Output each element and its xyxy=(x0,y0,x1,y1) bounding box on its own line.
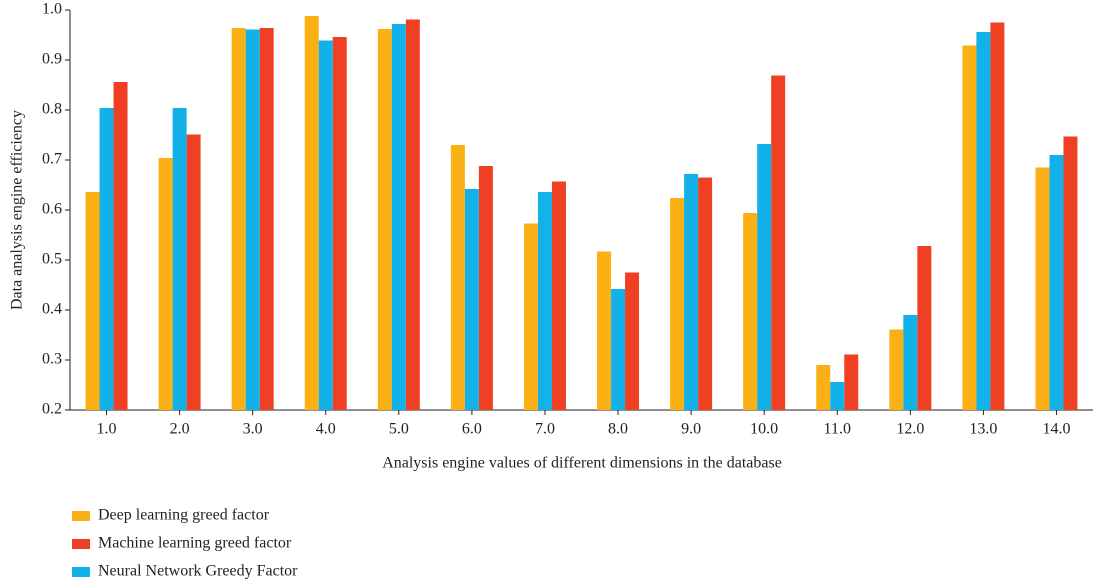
bar xyxy=(377,29,392,410)
legend-label: Neural Network Greedy Factor xyxy=(98,563,298,580)
bar xyxy=(976,32,991,410)
bar xyxy=(464,189,479,410)
y-tick-label: 0.8 xyxy=(42,101,62,118)
bar xyxy=(186,134,201,410)
bar xyxy=(698,177,713,410)
x-tick-label: 6.0 xyxy=(462,421,482,438)
bar xyxy=(757,144,772,410)
bar xyxy=(113,82,128,410)
bar xyxy=(670,198,685,410)
bar xyxy=(889,329,904,410)
legend-swatch xyxy=(72,511,90,521)
bar xyxy=(990,22,1005,410)
bar xyxy=(1035,167,1050,410)
bar xyxy=(551,181,566,410)
bar xyxy=(85,192,100,410)
x-tick-label: 4.0 xyxy=(316,421,336,438)
bar xyxy=(405,19,420,410)
x-tick-label: 3.0 xyxy=(243,421,263,438)
x-axis-title: Analysis engine values of different dime… xyxy=(382,455,782,472)
bar xyxy=(917,246,932,410)
bar xyxy=(99,108,114,410)
y-tick-label: 0.4 xyxy=(42,301,62,318)
x-tick-label: 11.0 xyxy=(824,421,851,438)
bar xyxy=(318,40,333,410)
bar xyxy=(304,16,319,410)
x-tick-label: 1.0 xyxy=(97,421,117,438)
bar xyxy=(1049,155,1064,410)
bar xyxy=(332,37,347,410)
bar xyxy=(537,192,552,410)
bar xyxy=(158,158,173,410)
x-tick-label: 7.0 xyxy=(535,421,555,438)
y-tick-label: 0.7 xyxy=(42,151,62,168)
bar xyxy=(903,315,918,410)
y-tick-label: 0.9 xyxy=(42,51,62,68)
bar xyxy=(962,45,977,410)
y-tick-label: 0.3 xyxy=(42,351,62,368)
bar xyxy=(231,28,246,410)
x-tick-label: 13.0 xyxy=(969,421,997,438)
legend-swatch xyxy=(72,567,90,577)
bar xyxy=(625,272,640,410)
bar xyxy=(450,145,465,410)
bar xyxy=(611,289,626,410)
bar xyxy=(478,166,493,410)
x-tick-label: 12.0 xyxy=(896,421,924,438)
bar xyxy=(259,28,274,410)
x-tick-label: 14.0 xyxy=(1042,421,1070,438)
bar xyxy=(597,251,612,410)
bar xyxy=(816,365,831,410)
legend-label: Machine learning greed factor xyxy=(98,535,292,552)
bar xyxy=(245,29,260,410)
bar xyxy=(684,174,699,410)
y-axis-title: Data analysis engine efficiency xyxy=(9,110,26,310)
x-tick-label: 8.0 xyxy=(608,421,628,438)
x-tick-label: 2.0 xyxy=(170,421,190,438)
bar xyxy=(830,382,845,410)
bar xyxy=(391,24,406,410)
bar xyxy=(771,75,786,410)
bar xyxy=(172,108,187,410)
bar xyxy=(844,354,859,410)
y-tick-label: 1.0 xyxy=(42,1,62,18)
legend-swatch xyxy=(72,539,90,549)
x-tick-label: 10.0 xyxy=(750,421,778,438)
bar xyxy=(1063,136,1078,410)
bar xyxy=(743,213,758,410)
y-tick-label: 0.2 xyxy=(42,401,62,418)
legend-label: Deep learning greed factor xyxy=(98,507,270,524)
bar xyxy=(523,223,538,410)
y-tick-label: 0.6 xyxy=(42,201,62,218)
x-tick-label: 9.0 xyxy=(681,421,701,438)
x-tick-label: 5.0 xyxy=(389,421,409,438)
y-tick-label: 0.5 xyxy=(42,251,62,268)
